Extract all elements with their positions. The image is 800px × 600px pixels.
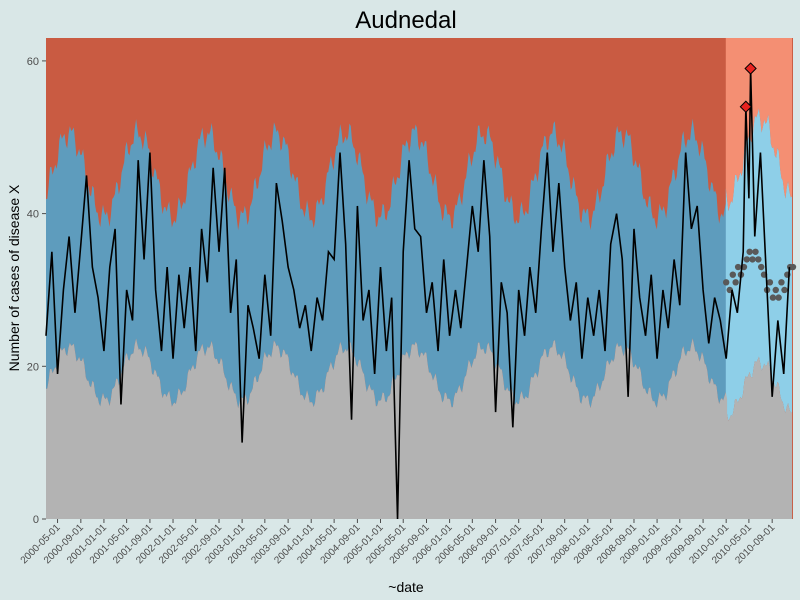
plot-panel <box>45 38 797 520</box>
baseline-point <box>778 279 785 286</box>
baseline-point <box>749 256 756 263</box>
lower-band-training <box>46 338 728 519</box>
x-axis-label: ~date <box>388 579 424 595</box>
normal-band-training <box>46 118 728 409</box>
chart-title: Audnedal <box>355 7 456 34</box>
baseline-point <box>772 286 779 294</box>
alert-markers <box>739 62 757 113</box>
baseline-point <box>732 279 739 286</box>
y-tick-label: 0 <box>33 514 39 526</box>
baseline-point <box>757 263 765 271</box>
y-axis-label: Number of cases of disease X <box>6 184 22 371</box>
observed-line <box>45 68 791 520</box>
baseline-point <box>781 286 788 294</box>
baseline-point <box>746 248 753 255</box>
y-tick-label: 20 <box>27 361 39 373</box>
baseline-point <box>722 279 730 286</box>
baseline-point <box>775 294 782 301</box>
upper-band-test <box>725 38 793 212</box>
baseline-point <box>755 256 762 263</box>
upper-band-training <box>46 38 728 231</box>
baseline-point <box>769 294 777 301</box>
baseline-point <box>729 271 737 278</box>
y-tick-label: 60 <box>27 56 39 68</box>
alert-marker <box>739 100 753 113</box>
baseline-point <box>752 248 759 255</box>
y-tick-label: 40 <box>27 209 39 221</box>
baseline-point <box>734 263 742 271</box>
y-axis: 0 20 40 60 <box>27 56 46 526</box>
baseline-point <box>766 279 774 286</box>
lower-band-test <box>725 356 793 519</box>
alert-marker <box>744 62 757 75</box>
baseline-point <box>789 263 797 271</box>
baseline-point <box>743 256 751 263</box>
